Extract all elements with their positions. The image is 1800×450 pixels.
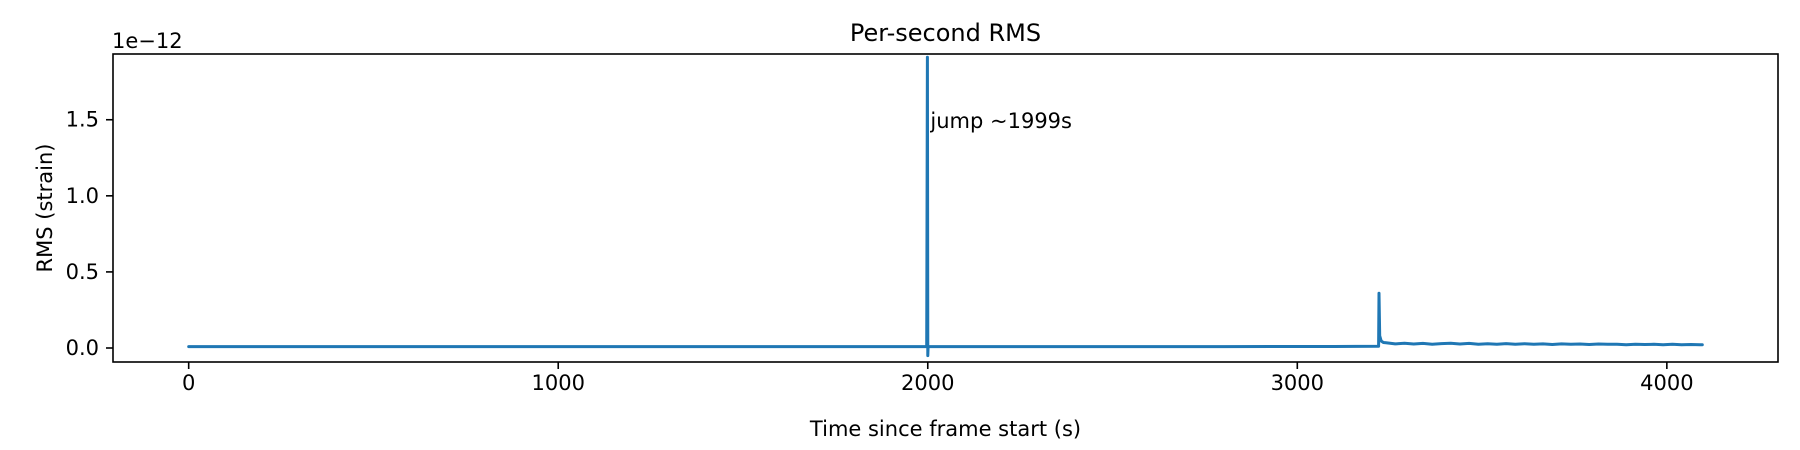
rms-line bbox=[187, 55, 1704, 358]
x-axis-label: Time since frame start (s) bbox=[809, 417, 1082, 441]
annotation-jump: jump ~1999s bbox=[930, 108, 1072, 133]
y-axis-label: RMS (strain) bbox=[33, 143, 57, 273]
axes-spines bbox=[112, 53, 1779, 363]
y-axis-offset-text: 1e−12 bbox=[112, 29, 183, 53]
y-tick-label: 0.0 bbox=[66, 336, 99, 360]
x-tick-label: 4000 bbox=[1640, 371, 1693, 395]
x-tick-label: 1000 bbox=[531, 371, 584, 395]
x-tick-label: 2000 bbox=[901, 371, 954, 395]
y-tick-label: 0.5 bbox=[66, 260, 99, 284]
x-tick-label: 0 bbox=[182, 371, 195, 395]
chart-title: Per-second RMS bbox=[849, 19, 1042, 47]
x-tick-label: 3000 bbox=[1271, 371, 1324, 395]
y-tick-label: 1.0 bbox=[66, 184, 99, 208]
y-tick-label: 1.5 bbox=[66, 108, 99, 132]
